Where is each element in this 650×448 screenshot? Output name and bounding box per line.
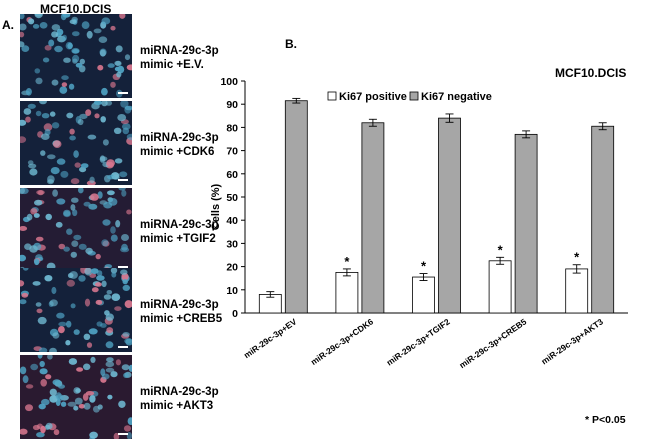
scale-bar — [118, 179, 128, 181]
condition-label-3: miRNA-29c-3p mimic +TGIF2 — [140, 218, 219, 246]
y-tick-label: 70 — [226, 146, 238, 158]
condition-line-1: miRNA-29c-3p — [140, 386, 219, 398]
micrograph-3 — [20, 188, 132, 272]
significance-asterisk: * — [574, 250, 580, 265]
x-tick-label: miR-29c-3p+CDK6 — [309, 316, 376, 367]
bar-ki67-negative — [514, 133, 538, 314]
y-axis-label: Cells (%) — [210, 183, 222, 230]
x-tick-label: miR-29c-3p+AKT3 — [539, 316, 605, 366]
micrograph-4 — [20, 268, 132, 352]
y-tick-label: 90 — [226, 99, 238, 111]
condition-line-1: miRNA-29c-3p — [140, 45, 219, 57]
condition-label-2: miRNA-29c-3p mimic +CDK6 — [140, 131, 219, 159]
bar-ki67-negative — [438, 117, 461, 314]
y-tick-label: 20 — [226, 262, 238, 274]
y-tick-label: 50 — [226, 192, 238, 204]
condition-label-5: miRNA-29c-3p mimic +AKT3 — [140, 385, 219, 413]
y-tick-label: 0 — [232, 308, 238, 320]
legend-swatch-ki67-positive — [327, 91, 337, 101]
condition-line-1: miRNA-29c-3p — [140, 132, 219, 144]
left-panel-title: MCF10.DCIS — [40, 2, 112, 16]
condition-line-2: mimic +TGIF2 — [140, 233, 216, 245]
panel-b-label: B. — [285, 37, 297, 51]
legend-label-ki67-negative: Ki67 negative — [421, 91, 492, 103]
micrograph-2 — [20, 101, 132, 185]
scale-bar — [118, 92, 128, 94]
y-tick-label: 80 — [226, 122, 238, 134]
p-value-note: * P<0.05 — [585, 414, 626, 426]
bar-ki67-negative — [591, 125, 615, 314]
condition-line-2: mimic +CDK6 — [140, 146, 215, 158]
significance-asterisk: * — [498, 242, 504, 257]
scale-bar — [118, 346, 128, 348]
legend-swatch-ki67-negative — [409, 91, 419, 101]
bar-ki67-positive — [335, 271, 359, 314]
bar-ki67-positive — [565, 268, 589, 314]
legend-label-ki67-positive: Ki67 positive — [339, 91, 407, 103]
bar-ki67-positive — [488, 260, 512, 314]
bar-ki67-negative — [284, 100, 308, 314]
significance-asterisk: * — [344, 254, 350, 269]
scale-bar — [118, 266, 128, 268]
y-tick-label: 30 — [226, 238, 238, 250]
y-tick-label: 100 — [220, 76, 238, 88]
bar-ki67-negative — [361, 122, 385, 314]
condition-line-1: miRNA-29c-3p — [140, 299, 219, 311]
scale-bar — [118, 433, 128, 435]
panel-a-label: A. — [2, 18, 14, 32]
condition-line-2: mimic +E.V. — [140, 59, 204, 71]
y-tick-label: 60 — [226, 169, 238, 181]
micrograph-5 — [20, 355, 132, 439]
bar-chart: B. MCF10.DCIS 0 10 20 30 40 50 60 70 80 90 100 Cells … — [210, 37, 628, 370]
condition-label-4: miRNA-29c-3p mimic +CREB5 — [140, 298, 222, 326]
chart-title: MCF10.DCIS — [555, 66, 626, 80]
condition-label-1: miRNA-29c-3p mimic +E.V. — [140, 44, 219, 72]
y-tick-label: 10 — [226, 285, 238, 297]
significance-asterisk: * — [421, 259, 427, 274]
condition-line-1: miRNA-29c-3p — [140, 219, 219, 231]
bar-ki67-positive — [412, 276, 435, 314]
x-tick-label: miR-29c-3p+EV — [242, 316, 299, 360]
x-tick-label: miR-29c-3p+CREB5 — [457, 316, 528, 370]
condition-line-2: mimic +CREB5 — [140, 313, 223, 325]
micrograph-1 — [20, 14, 132, 98]
x-tick-label: miR-29c-3p+TGIF2 — [385, 316, 452, 367]
condition-line-2: mimic +AKT3 — [140, 400, 214, 412]
y-tick-label: 40 — [226, 215, 238, 227]
